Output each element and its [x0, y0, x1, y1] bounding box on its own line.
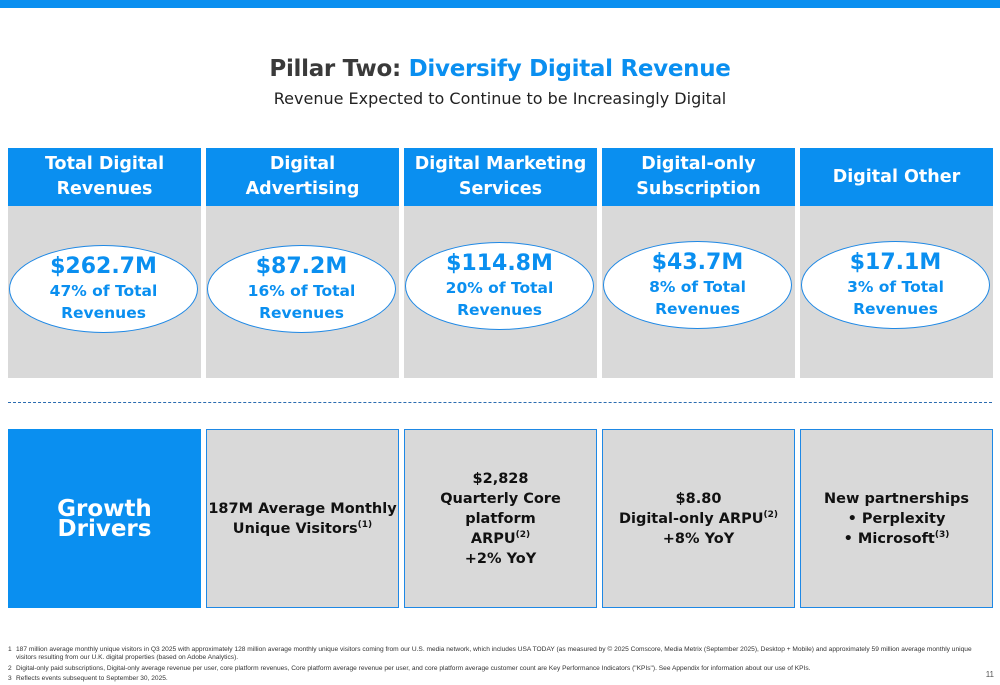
header-line: Revenues	[56, 179, 153, 199]
revenue-amount: $17.1M	[849, 250, 942, 275]
footnote-number: 1	[8, 646, 12, 653]
driver-line: • Perplexity	[847, 510, 946, 527]
revenue-amount: $114.8M	[446, 251, 553, 276]
top-accent-bar	[0, 0, 1000, 8]
title-prefix: Pillar Two:	[269, 56, 401, 82]
section-divider	[8, 402, 992, 403]
column-total-digital-revenues: Total Digital Revenues $262.7M 47% of Tot…	[8, 148, 201, 378]
column-digital-only-subscription: Digital-only Subscription $43.7M 8% of To…	[602, 148, 795, 378]
column-header: Digital Marketing Services	[404, 148, 597, 206]
revenue-oval: $17.1M 3% of Total Revenues	[801, 241, 990, 329]
footnote-text: Digital-only paid subscriptions, Digital…	[16, 664, 811, 672]
driver-line: $8.80	[675, 490, 722, 507]
column-header: Digital Advertising	[206, 148, 399, 206]
driver-line: +2% YoY	[464, 550, 537, 567]
page-title: Pillar Two: Diversify Digital Revenue	[0, 56, 1000, 82]
revenue-share-line: Revenues	[853, 300, 938, 318]
footnote: 3 Reflects events subsequent to Septembe…	[8, 675, 983, 683]
header-line: Services	[458, 179, 543, 199]
column-header: Digital-only Subscription	[602, 148, 795, 206]
revenue-share-line: 20% of Total	[445, 279, 554, 297]
revenue-oval: $87.2M 16% of Total Revenues	[207, 245, 396, 333]
driver-line-with-note: Digital-only ARPU(2)	[619, 509, 778, 529]
driver-core-platform-arpu: $2,828 Quarterly Core platform ARPU(2) +…	[404, 429, 597, 608]
driver-line-with-note: • Microsoft(3)	[824, 529, 969, 549]
driver-line: Quarterly Core platform	[440, 490, 561, 527]
driver-line: $2,828	[472, 470, 529, 487]
revenue-amount: $87.2M	[255, 254, 348, 279]
header-line: Subscription	[636, 179, 761, 199]
driver-line-text: Unique Visitors	[232, 520, 358, 537]
revenue-share-line: Revenues	[655, 300, 740, 318]
driver-line-with-note: ARPU(2)	[405, 529, 596, 549]
revenue-share-line: 47% of Total	[49, 282, 158, 300]
driver-new-partnerships: New partnerships • Perplexity • Microsof…	[800, 429, 993, 608]
driver-line-text: • Microsoft	[843, 530, 935, 547]
revenue-share-line: 16% of Total	[247, 282, 356, 300]
driver-unique-visitors: 187M Average Monthly Unique Visitors(1)	[206, 429, 399, 608]
footnote-ref: (2)	[515, 529, 531, 540]
column-digital-advertising: Digital Advertising $87.2M 16% of Total …	[206, 148, 399, 378]
revenue-share-line: Revenues	[457, 301, 542, 319]
footnote: 2 Digital-only paid subscriptions, Digit…	[8, 665, 983, 673]
driver-line: 187M Average Monthly	[208, 500, 397, 517]
footnote-text: 187 million average monthly unique visit…	[16, 646, 972, 662]
revenue-share-line: Revenues	[61, 304, 146, 322]
revenue-share-line: 8% of Total	[649, 278, 746, 296]
column-digital-marketing-services: Digital Marketing Services $114.8M 20% of…	[404, 148, 597, 378]
footnote: 1 187 million average monthly unique vis…	[8, 646, 983, 663]
revenue-share-line: 3% of Total	[847, 278, 944, 296]
footnote-ref: (1)	[357, 519, 373, 530]
footnote-number: 3	[8, 674, 12, 682]
footnote-number: 2	[8, 664, 12, 672]
column-header: Digital Other	[800, 148, 993, 206]
column-header: Total Digital Revenues	[8, 148, 201, 206]
title-accent: Diversify Digital Revenue	[408, 56, 731, 82]
revenue-amount: $262.7M	[50, 254, 157, 279]
driver-line-text: ARPU	[470, 530, 516, 547]
footnote-ref: (3)	[934, 529, 950, 540]
page-number: 11	[985, 670, 994, 679]
growth-drivers-label: Growth Drivers	[8, 429, 201, 608]
page-subtitle: Revenue Expected to Continue to be Incre…	[273, 89, 727, 108]
header-line: Digital-only	[641, 154, 756, 174]
header-line: Digital Advertising	[245, 154, 360, 199]
header-line: Digital Other	[832, 166, 961, 187]
revenue-oval: $114.8M 20% of Total Revenues	[405, 242, 594, 330]
driver-digital-only-arpu: $8.80 Digital-only ARPU(2) +8% YoY	[602, 429, 795, 608]
driver-line: New partnerships	[824, 490, 969, 507]
column-digital-other: Digital Other $17.1M 3% of Total Revenue…	[800, 148, 993, 378]
header-line: Total Digital	[44, 154, 165, 174]
header-line: Digital Marketing	[414, 154, 587, 174]
revenue-oval: $262.7M 47% of Total Revenues	[9, 245, 198, 333]
revenue-amount: $43.7M	[651, 250, 744, 275]
footnote-ref: (2)	[763, 509, 779, 520]
revenue-oval: $43.7M 8% of Total Revenues	[603, 241, 792, 329]
footnotes: 1 187 million average monthly unique vis…	[8, 646, 983, 685]
driver-line: +8% YoY	[662, 530, 735, 547]
driver-line-with-note: Unique Visitors(1)	[208, 519, 396, 539]
footnote-text: Reflects events subsequent to September …	[16, 674, 168, 682]
driver-line-text: Digital-only ARPU	[618, 510, 764, 527]
revenue-share-line: Revenues	[259, 304, 344, 322]
